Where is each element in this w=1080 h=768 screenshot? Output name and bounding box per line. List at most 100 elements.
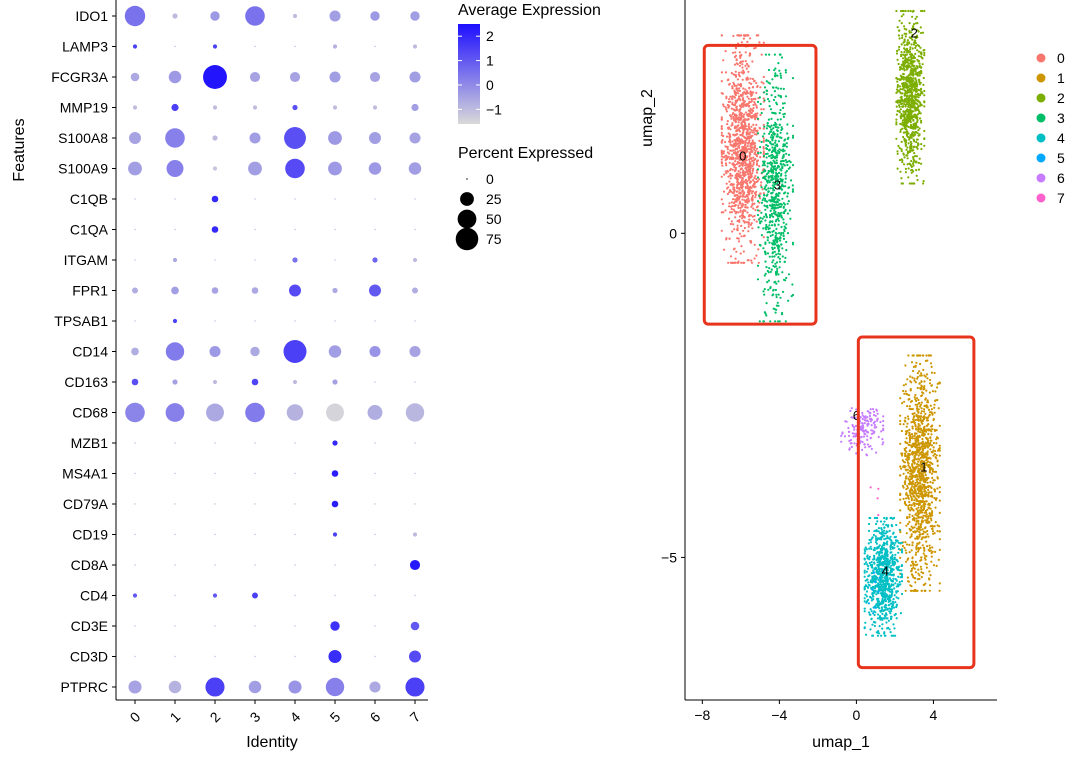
umap-point	[918, 496, 920, 498]
umap-point	[910, 487, 912, 489]
umap-point	[879, 610, 881, 612]
umap-point	[764, 219, 766, 221]
umap-point	[918, 486, 920, 488]
umap-point	[904, 127, 906, 129]
umap-point	[917, 461, 919, 463]
umap-point	[925, 390, 927, 392]
umap-point	[784, 191, 786, 193]
umap-point	[755, 178, 757, 180]
umap-point	[895, 10, 897, 12]
umap-point	[923, 94, 925, 96]
umap-point	[899, 37, 901, 39]
umap-point	[913, 57, 915, 59]
umap-point	[877, 600, 879, 602]
umap-point	[869, 562, 871, 564]
umap-point	[751, 100, 753, 102]
umap-point	[913, 55, 915, 57]
umap-point	[765, 313, 767, 315]
umap-point	[757, 278, 759, 280]
umap-point	[899, 20, 901, 22]
umap-point	[761, 202, 763, 204]
umap-point	[781, 247, 783, 249]
umap-point	[897, 145, 899, 147]
umap-point	[756, 34, 758, 36]
expression-dot	[214, 564, 215, 565]
umap-point	[778, 148, 780, 150]
feature-label: FPR1	[72, 283, 108, 299]
umap-point	[909, 480, 911, 482]
umap-point	[874, 517, 876, 519]
expression-dot	[374, 442, 375, 443]
umap-point	[899, 531, 901, 533]
umap-point	[753, 203, 755, 205]
umap-point	[779, 112, 781, 114]
umap-point	[912, 466, 914, 468]
expression-dot	[413, 258, 417, 262]
umap-point	[792, 135, 794, 137]
expression-dot	[293, 380, 297, 384]
expression-dot	[174, 564, 175, 565]
expression-dot	[174, 473, 175, 474]
umap-point	[884, 606, 886, 608]
umap-point	[914, 396, 916, 398]
umap-point	[890, 588, 892, 590]
umap-point	[908, 544, 910, 546]
umap-point	[934, 400, 936, 402]
umap-point	[722, 211, 724, 213]
umap-point	[746, 170, 748, 172]
umap-point	[721, 230, 723, 232]
umap-point	[911, 498, 913, 500]
umap-point	[754, 118, 756, 120]
umap-point	[912, 102, 914, 104]
umap-point	[893, 532, 895, 534]
umap-point	[766, 173, 768, 175]
expression-dot	[413, 532, 417, 536]
expression-dot	[205, 677, 224, 696]
umap-point	[781, 180, 783, 182]
umap-point	[913, 378, 915, 380]
umap-point	[740, 262, 742, 264]
umap-point	[909, 408, 911, 410]
umap-point	[922, 84, 924, 86]
umap-point	[903, 547, 905, 549]
umap-point	[907, 497, 909, 499]
umap-point	[749, 240, 751, 242]
umap-point	[727, 262, 729, 264]
umap-point	[920, 112, 922, 114]
umap-point	[777, 224, 779, 226]
umap-point	[902, 66, 904, 68]
umap-point	[918, 162, 920, 164]
umap-point	[881, 536, 883, 538]
umap-point	[895, 119, 897, 121]
umap-point	[775, 240, 777, 242]
umap-point	[911, 149, 913, 151]
umap-point	[738, 90, 740, 92]
umap-point	[731, 150, 733, 152]
umap-point	[911, 84, 913, 86]
umap-point	[737, 183, 739, 185]
umap-point	[929, 545, 931, 547]
umap-point	[905, 492, 907, 494]
umap-point	[778, 70, 780, 72]
umap-point	[782, 255, 784, 257]
umap-point	[777, 256, 779, 258]
umap-point	[783, 212, 785, 214]
umap-point	[742, 60, 744, 62]
umap-point	[909, 48, 911, 50]
expression-dot	[214, 320, 215, 321]
umap-point	[915, 524, 917, 526]
umap-point	[776, 268, 778, 270]
umap-point	[786, 161, 788, 163]
expression-dot	[413, 44, 417, 48]
umap-point	[752, 78, 754, 80]
umap-point	[742, 212, 744, 214]
umap-point	[867, 568, 869, 570]
umap-point	[904, 93, 906, 95]
umap-point	[747, 143, 749, 145]
umap-point	[737, 63, 739, 65]
umap-point	[748, 87, 750, 89]
umap-point	[919, 47, 921, 49]
umap-point	[907, 163, 909, 165]
umap-point	[922, 392, 924, 394]
umap-point	[898, 63, 900, 65]
